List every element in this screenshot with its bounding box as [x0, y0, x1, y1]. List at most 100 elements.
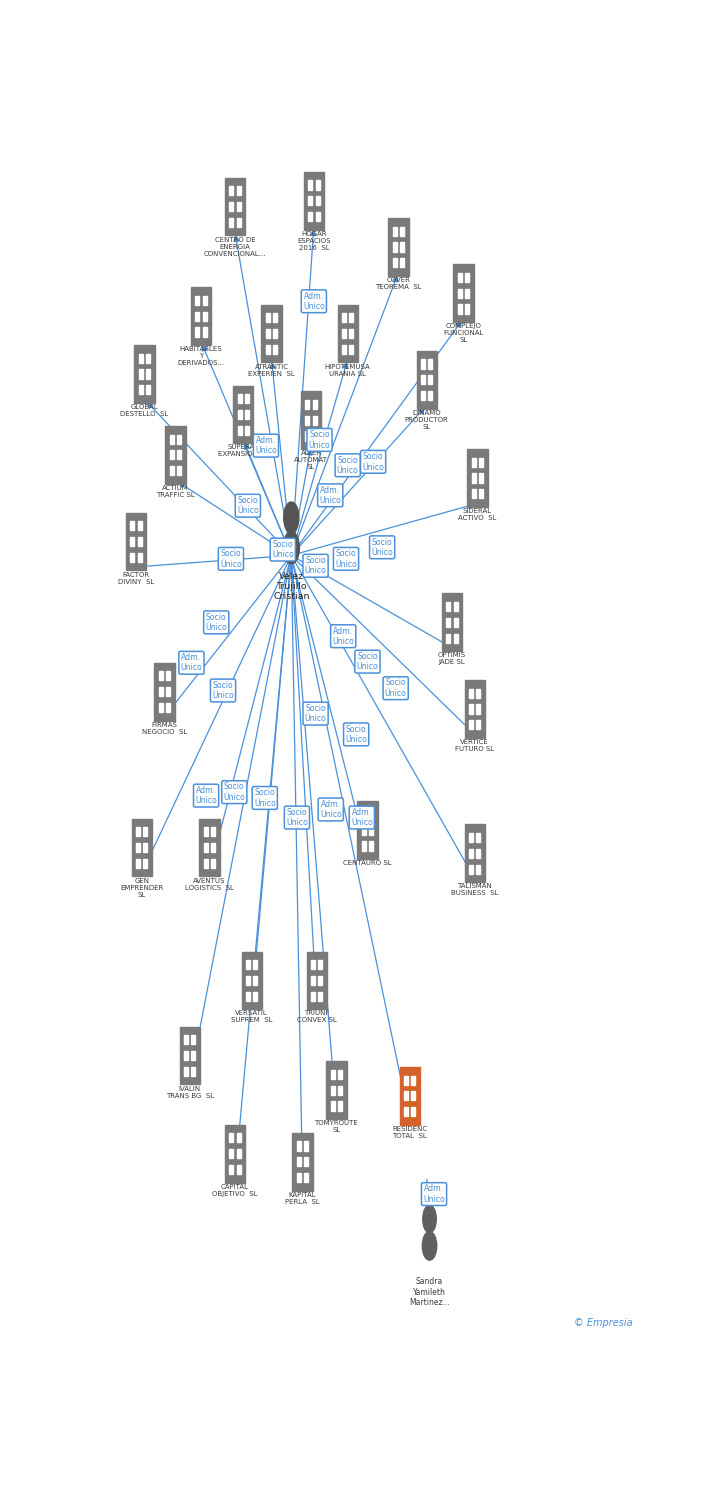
FancyBboxPatch shape: [304, 172, 324, 230]
FancyBboxPatch shape: [349, 314, 353, 322]
FancyBboxPatch shape: [326, 1062, 347, 1119]
Text: Socio
Único: Socio Único: [254, 788, 276, 807]
FancyBboxPatch shape: [136, 859, 140, 868]
FancyBboxPatch shape: [393, 243, 397, 252]
FancyBboxPatch shape: [237, 217, 240, 226]
FancyBboxPatch shape: [467, 448, 488, 507]
Circle shape: [423, 1204, 436, 1233]
FancyBboxPatch shape: [315, 196, 320, 206]
Text: Socio
Único: Socio Único: [385, 678, 406, 698]
FancyBboxPatch shape: [191, 1066, 195, 1076]
FancyBboxPatch shape: [404, 1076, 408, 1084]
FancyBboxPatch shape: [349, 328, 353, 338]
FancyBboxPatch shape: [411, 1107, 416, 1116]
Text: Socio
Único: Socio Único: [371, 537, 393, 556]
FancyBboxPatch shape: [245, 426, 249, 435]
FancyBboxPatch shape: [138, 520, 142, 531]
FancyBboxPatch shape: [237, 1134, 240, 1143]
Text: Adm.
Unico: Adm. Unico: [320, 800, 341, 819]
FancyBboxPatch shape: [311, 960, 315, 969]
FancyBboxPatch shape: [204, 859, 207, 868]
FancyBboxPatch shape: [166, 704, 170, 712]
FancyBboxPatch shape: [476, 688, 480, 698]
FancyBboxPatch shape: [476, 720, 480, 729]
FancyBboxPatch shape: [229, 202, 233, 211]
FancyBboxPatch shape: [130, 520, 135, 531]
Text: FACTOR
DIVINY  SL: FACTOR DIVINY SL: [118, 572, 154, 585]
FancyBboxPatch shape: [266, 345, 270, 354]
FancyBboxPatch shape: [362, 825, 365, 836]
FancyBboxPatch shape: [293, 1132, 313, 1191]
FancyBboxPatch shape: [472, 489, 476, 498]
Text: FIRMAS
NEGOCIO  SL: FIRMAS NEGOCIO SL: [142, 722, 187, 735]
FancyBboxPatch shape: [139, 369, 143, 378]
FancyBboxPatch shape: [143, 859, 148, 868]
Text: Socio
Único: Socio Único: [223, 783, 245, 802]
FancyBboxPatch shape: [305, 432, 309, 441]
FancyBboxPatch shape: [245, 410, 249, 419]
FancyBboxPatch shape: [404, 1092, 408, 1101]
Text: Socio
Único: Socio Único: [272, 540, 293, 560]
FancyBboxPatch shape: [465, 304, 469, 313]
FancyBboxPatch shape: [166, 672, 170, 681]
FancyBboxPatch shape: [318, 976, 323, 986]
FancyBboxPatch shape: [165, 426, 186, 484]
Text: Socio
Único: Socio Único: [345, 724, 367, 744]
FancyBboxPatch shape: [472, 458, 476, 466]
FancyBboxPatch shape: [479, 458, 483, 466]
FancyBboxPatch shape: [313, 432, 317, 441]
FancyBboxPatch shape: [411, 1076, 416, 1084]
FancyBboxPatch shape: [184, 1052, 188, 1060]
FancyBboxPatch shape: [428, 375, 432, 384]
FancyBboxPatch shape: [237, 186, 240, 195]
FancyBboxPatch shape: [297, 1173, 301, 1182]
FancyBboxPatch shape: [338, 1086, 342, 1095]
FancyBboxPatch shape: [472, 474, 476, 483]
Text: Socio
Único: Socio Único: [220, 549, 242, 568]
FancyBboxPatch shape: [237, 394, 242, 404]
FancyBboxPatch shape: [191, 288, 211, 345]
FancyBboxPatch shape: [428, 360, 432, 369]
FancyBboxPatch shape: [404, 1107, 408, 1116]
FancyBboxPatch shape: [166, 687, 170, 696]
FancyBboxPatch shape: [229, 186, 233, 195]
FancyBboxPatch shape: [454, 633, 458, 642]
FancyBboxPatch shape: [180, 1026, 200, 1084]
FancyBboxPatch shape: [159, 687, 162, 696]
FancyBboxPatch shape: [184, 1035, 188, 1044]
FancyBboxPatch shape: [237, 1149, 240, 1158]
Text: OPTIMIS
JADE SL: OPTIMIS JADE SL: [438, 652, 466, 666]
FancyBboxPatch shape: [331, 1086, 335, 1095]
Text: Adm.
Unico: Adm. Unico: [255, 436, 277, 456]
Text: HIPOTEMUSA
URANIA SL: HIPOTEMUSA URANIA SL: [325, 363, 371, 376]
FancyBboxPatch shape: [178, 435, 181, 444]
FancyBboxPatch shape: [369, 810, 373, 819]
FancyBboxPatch shape: [126, 513, 146, 570]
FancyBboxPatch shape: [246, 992, 250, 1000]
FancyBboxPatch shape: [297, 1142, 301, 1150]
FancyBboxPatch shape: [159, 672, 162, 681]
FancyBboxPatch shape: [233, 386, 253, 444]
FancyBboxPatch shape: [469, 688, 473, 698]
FancyBboxPatch shape: [132, 819, 152, 876]
FancyBboxPatch shape: [469, 833, 473, 842]
Text: Adm.
Unico: Adm. Unico: [332, 627, 354, 646]
Text: Socio
Único: Socio Único: [305, 704, 326, 723]
FancyBboxPatch shape: [245, 394, 249, 404]
FancyBboxPatch shape: [369, 825, 373, 836]
FancyBboxPatch shape: [338, 1101, 342, 1110]
FancyBboxPatch shape: [362, 810, 365, 819]
FancyBboxPatch shape: [138, 552, 142, 562]
Text: SIDERAL
ACTIVO  SL: SIDERAL ACTIVO SL: [459, 509, 496, 520]
FancyBboxPatch shape: [136, 843, 140, 852]
FancyBboxPatch shape: [229, 217, 233, 226]
FancyBboxPatch shape: [191, 1052, 195, 1060]
Text: Socio
Único: Socio Único: [237, 496, 258, 516]
FancyBboxPatch shape: [421, 360, 425, 369]
FancyBboxPatch shape: [138, 537, 142, 546]
FancyBboxPatch shape: [178, 466, 181, 476]
FancyBboxPatch shape: [273, 345, 277, 354]
FancyBboxPatch shape: [476, 705, 480, 714]
Text: Socio
Único: Socio Único: [305, 556, 326, 576]
FancyBboxPatch shape: [195, 312, 199, 321]
